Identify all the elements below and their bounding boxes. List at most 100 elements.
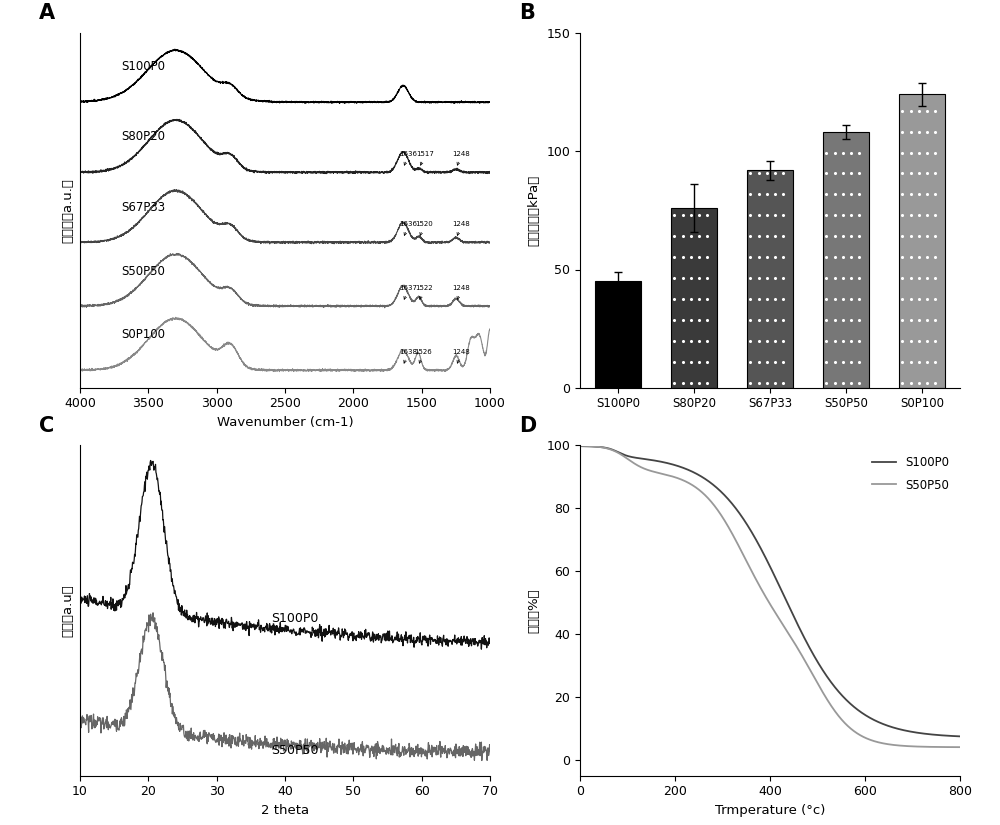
Point [775,271,791,285]
Point [919,104,935,117]
Point [683,251,699,264]
Point [851,209,867,222]
S50P50 [943,742,955,752]
Point [759,229,775,243]
Point [843,167,859,180]
Point [903,271,919,285]
Point [919,167,935,180]
Point [666,209,682,222]
Point [742,209,758,222]
Text: D: D [519,417,536,436]
Point [767,334,783,347]
Y-axis label: 重量（%）: 重量（%） [528,588,541,633]
Point [775,314,791,327]
Point [691,376,707,389]
S100P0 [593,442,605,452]
X-axis label: 2 theta: 2 theta [261,804,309,817]
Point [927,125,943,139]
Point [927,293,943,306]
Bar [747,170,793,388]
Point [903,125,919,139]
Bar [899,95,945,388]
S50P50 [873,738,885,747]
Point [927,334,943,347]
Point [851,356,867,369]
Point [843,188,859,201]
Point [759,209,775,222]
Point [691,314,707,327]
Point [851,376,867,389]
Point [699,356,715,369]
Point [911,334,927,347]
Point [691,334,707,347]
Point [827,314,843,327]
Point [835,314,851,327]
Line: S100P0: S100P0 [580,446,960,737]
Point [683,229,699,243]
Point [927,356,943,369]
S100P0 [873,718,885,728]
Point [851,334,867,347]
Point [843,376,859,389]
Point [742,271,758,285]
Point [675,229,691,243]
Point [851,229,867,243]
Point [759,376,775,389]
Point [835,271,851,285]
Point [894,146,910,159]
Point [818,146,834,159]
Point [911,188,927,201]
Point [699,271,715,285]
Point [851,146,867,159]
Point [919,125,935,139]
Point [827,146,843,159]
Text: 1637: 1637 [400,285,418,299]
Point [742,293,758,306]
Point [903,334,919,347]
X-axis label: Wavenumber (cm-1): Wavenumber (cm-1) [217,416,353,429]
Point [683,293,699,306]
S50P50 [943,742,955,752]
S100P0 [954,732,966,742]
Point [818,314,834,327]
Point [903,293,919,306]
Point [691,271,707,285]
Point [919,188,935,201]
Point [927,271,943,285]
Point [751,293,767,306]
Text: 1517: 1517 [416,151,434,165]
Point [818,167,834,180]
Point [691,209,707,222]
Point [775,229,791,243]
Point [675,293,691,306]
Point [759,293,775,306]
Point [927,376,943,389]
Point [894,293,910,306]
Point [927,209,943,222]
Point [903,314,919,327]
Point [894,209,910,222]
Point [775,334,791,347]
Point [894,251,910,264]
Text: S0P100: S0P100 [121,328,165,342]
Point [683,314,699,327]
Point [742,251,758,264]
Point [751,376,767,389]
Point [894,104,910,117]
Point [818,188,834,201]
S50P50 [749,572,761,582]
S50P50 [593,442,605,452]
X-axis label: Trmperature (°c): Trmperature (°c) [715,804,825,817]
Point [751,314,767,327]
Point [675,356,691,369]
Point [775,167,791,180]
Point [666,314,682,327]
Point [818,293,834,306]
Point [927,146,943,159]
Point [666,334,682,347]
Point [742,229,758,243]
Text: S80P20: S80P20 [121,130,165,144]
Text: 1522: 1522 [415,285,433,299]
Point [775,293,791,306]
Point [911,146,927,159]
